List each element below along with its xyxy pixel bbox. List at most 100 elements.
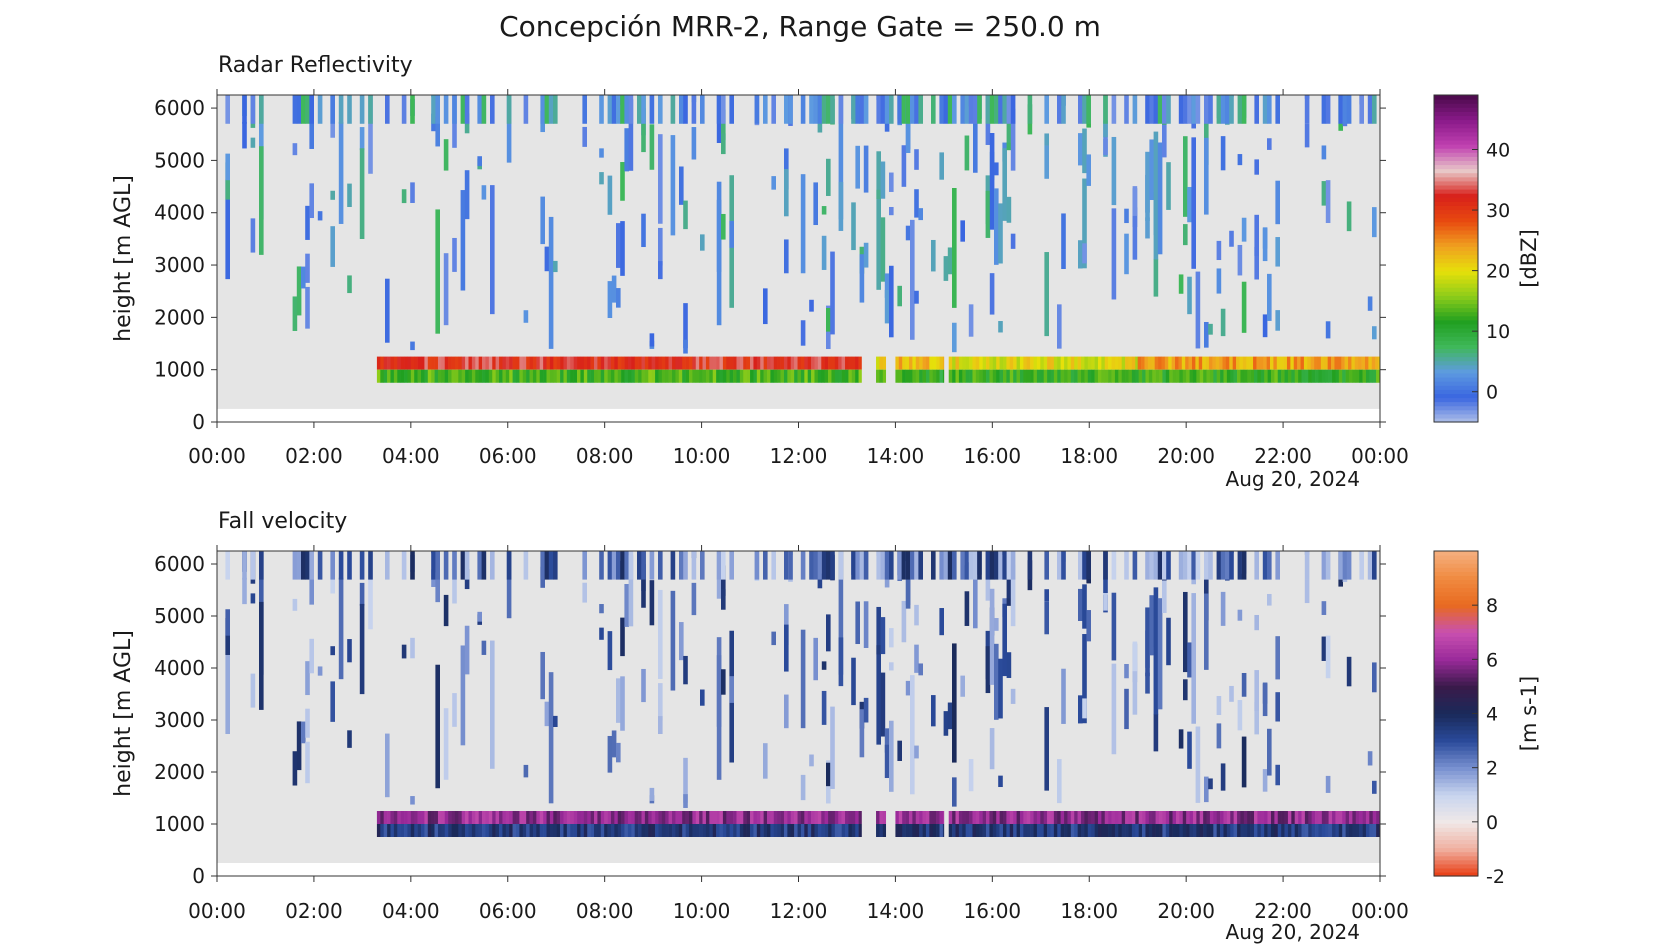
layer-cell-snow-above-ml <box>631 811 636 824</box>
layer-cell-rain-below <box>658 824 663 837</box>
layer-cell-rain-below <box>797 369 802 383</box>
layer-cell-snow-above-ml <box>692 811 697 824</box>
layer-cell-melting-layer <box>848 356 853 370</box>
layer-cell-snow-above-ml <box>685 811 690 824</box>
streak-cell <box>691 127 697 160</box>
layer-cell-rain-below <box>376 824 381 837</box>
layer-cell-melting-layer <box>929 356 934 370</box>
streak-cell <box>884 572 890 588</box>
layer-cell-rain-below <box>610 824 615 837</box>
layer-cell-rain-below <box>719 369 724 383</box>
layer-cell-snow-above-ml <box>1159 811 1163 824</box>
layer-cell-melting-layer <box>1229 356 1233 370</box>
colorbar-step <box>1434 233 1478 239</box>
streak-cell <box>821 690 827 725</box>
top-cell <box>309 95 314 124</box>
layer-cell-rain-below <box>1304 824 1309 837</box>
layer-cell-rain-below <box>1325 369 1329 383</box>
colorbar-step <box>1434 831 1478 836</box>
top-cell <box>943 551 949 580</box>
layer-cell-rain-below <box>817 369 822 383</box>
layer-cell-rain-below <box>651 369 656 383</box>
layer-cell-snow-above-ml <box>838 811 842 824</box>
layer-cell-snow-above-ml <box>1064 811 1068 824</box>
streak-cell <box>952 322 957 353</box>
y-tick-label: 1000 <box>154 358 205 382</box>
streak-cell <box>1325 775 1331 793</box>
layer-cell-rain-below <box>644 824 649 837</box>
layer-cell-rain-below <box>969 824 973 837</box>
colorbar-step <box>1434 107 1478 112</box>
layer-cell-rain-below <box>638 824 642 837</box>
layer-cell-rain-below <box>1138 824 1143 837</box>
layer-cell-snow-above-ml <box>1304 811 1309 824</box>
colorbar-step <box>1434 579 1478 585</box>
layer-cell-rain-below <box>1359 369 1363 383</box>
x-tick-label: 02:00 <box>285 899 343 923</box>
streak-cell <box>616 288 621 308</box>
layer-cell-rain-below <box>922 369 927 383</box>
layer-cell-rain-below <box>1097 824 1102 837</box>
layer-cell-rain-below <box>594 369 598 383</box>
top-cell <box>914 95 919 124</box>
layer-cell-melting-layer <box>828 356 832 370</box>
streak-cell <box>1078 695 1083 724</box>
streak-cell <box>599 148 604 158</box>
streak-cell <box>611 275 617 303</box>
streak-cell <box>1262 682 1268 717</box>
layer-cell-rain-below <box>1254 369 1258 383</box>
streak-cell <box>548 672 554 804</box>
top-cell <box>460 551 466 580</box>
layer-cell-snow-above-ml <box>952 811 956 824</box>
layer-cell-rain-below <box>1264 824 1268 837</box>
top-cell <box>523 95 529 124</box>
layer-cell-rain-below <box>716 824 720 837</box>
streak-cell <box>359 603 365 695</box>
layer-cell-rain-below <box>393 824 398 837</box>
layer-cell-rain-below <box>1199 824 1204 837</box>
layer-cell-rain-below <box>790 369 795 383</box>
layer-cell-rain-below <box>543 369 547 383</box>
top-cell <box>968 551 974 580</box>
layer-cell-melting-layer <box>570 356 574 370</box>
layer-cell-rain-below <box>834 369 839 383</box>
layer-cell-rain-below <box>992 369 997 383</box>
top-cell <box>964 551 970 580</box>
layer-cell-rain-below <box>1369 369 1374 383</box>
top-cell <box>599 551 604 580</box>
layer-cell-rain-below <box>848 824 853 837</box>
layer-cell-rain-below <box>1213 369 1217 383</box>
colorbar-step <box>1434 815 1478 820</box>
colorbar-step <box>1434 750 1478 755</box>
layer-cell-rain-below <box>1118 369 1123 383</box>
layer-cell-rain-below <box>855 824 859 837</box>
layer-cell-rain-below <box>948 824 953 837</box>
layer-cell-rain-below <box>655 824 659 837</box>
layer-cell-rain-below <box>665 824 669 837</box>
layer-cell-rain-below <box>1040 369 1044 383</box>
streak-cell <box>826 308 831 332</box>
layer-cell-rain-below <box>1131 824 1136 837</box>
layer-cell-melting-layer <box>1009 356 1014 370</box>
layer-cell-rain-below <box>417 824 422 837</box>
top-cell <box>1267 551 1272 580</box>
top-cell <box>1162 551 1167 580</box>
top-cell <box>1103 95 1108 124</box>
top-cell <box>305 551 310 580</box>
top-cell <box>1321 551 1327 580</box>
layer-cell-snow-above-ml <box>726 811 730 824</box>
colorbar-step <box>1434 798 1478 804</box>
layer-cell-melting-layer <box>580 356 585 370</box>
top-cell <box>607 551 613 580</box>
colorbar-step <box>1434 628 1478 633</box>
layer-cell-rain-below <box>1067 369 1072 383</box>
colorbar-step <box>1434 254 1478 260</box>
layer-cell-rain-below <box>895 369 900 383</box>
top-cell <box>784 95 789 124</box>
figure-title: Concepción MRR-2, Range Gate = 250.0 m <box>499 10 1101 43</box>
layer-cell-rain-below <box>905 824 910 837</box>
layer-cell-rain-below <box>407 824 412 837</box>
layer-cell-rain-below <box>800 369 805 383</box>
layer-cell-snow-above-ml <box>1287 811 1292 824</box>
layer-cell-rain-below <box>434 824 439 837</box>
